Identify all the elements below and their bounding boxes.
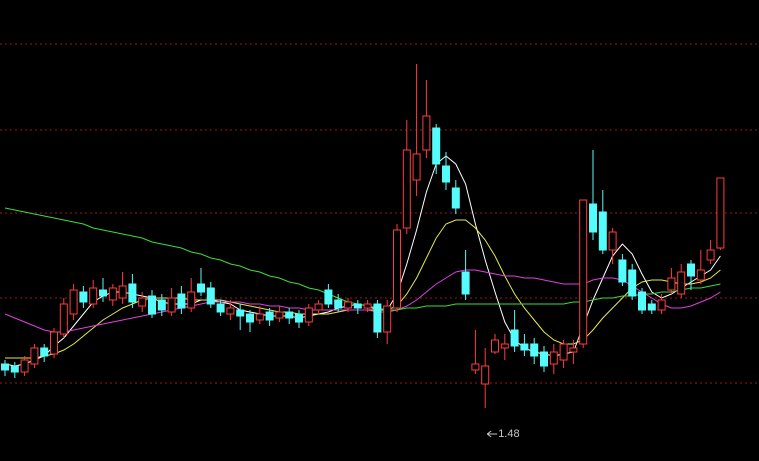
candle-body: [216, 303, 225, 313]
candle-body: [677, 271, 686, 295]
candle-body: [696, 269, 705, 281]
candle-body: [157, 299, 166, 311]
candle-body: [716, 177, 725, 249]
candle-body: [89, 287, 98, 305]
candle-body: [20, 359, 29, 373]
candle-body: [393, 229, 401, 309]
annotation-label: 1.48: [498, 428, 519, 440]
candle-body: [275, 311, 284, 319]
candle-body: [314, 303, 323, 311]
candle-body: [344, 301, 352, 309]
candle-body: [167, 297, 176, 313]
candle-body: [549, 351, 558, 365]
candle-body: [255, 313, 264, 321]
candle-body: [422, 115, 431, 151]
candle-body: [295, 313, 303, 323]
candle-body: [451, 187, 460, 209]
candle-body: [647, 303, 656, 311]
moving-average-line: [4, 269, 721, 333]
candle-body: [471, 363, 480, 371]
candle-body: [706, 249, 715, 261]
candle-body: [520, 343, 529, 351]
candle-body: [187, 291, 196, 309]
candle-body: [373, 303, 382, 333]
candle-body: [10, 365, 19, 373]
candle-body: [69, 289, 78, 315]
candle-body: [383, 305, 392, 333]
candle-body: [687, 263, 695, 277]
candle-body: [206, 287, 215, 305]
candle-body: [510, 329, 519, 347]
candle-body: [226, 307, 235, 315]
candle-body: [304, 307, 313, 323]
candle-body: [285, 311, 294, 319]
candle-body: [40, 347, 49, 357]
candle-body: [442, 165, 450, 183]
candle-body: [246, 313, 254, 323]
candle-body: [236, 309, 245, 317]
candle-body: [59, 303, 68, 335]
candle-body: [579, 199, 588, 345]
candle-body: [540, 351, 548, 367]
candle-body: [432, 127, 441, 165]
candle-body: [491, 339, 499, 353]
candle-body: [99, 289, 107, 297]
candle-body: [128, 283, 137, 303]
candle-body: [79, 291, 88, 303]
candle-body: [608, 231, 617, 251]
candle-body: [481, 365, 490, 385]
candle-body: [353, 303, 362, 309]
candle-body: [638, 291, 646, 311]
candle-body: [265, 311, 274, 321]
candle-body: [618, 259, 627, 283]
candle-body: [30, 347, 39, 365]
moving-average-line: [4, 207, 721, 311]
candle-body: [148, 295, 156, 315]
candle-body: [138, 297, 147, 307]
candle-body: [324, 289, 333, 305]
candle-body: [197, 283, 205, 293]
candle-body: [50, 331, 58, 355]
candle-body: [559, 343, 568, 361]
candle-body: [530, 343, 539, 357]
candle-body: [657, 299, 666, 311]
candle-body: [412, 153, 421, 181]
candle-body: [500, 343, 509, 349]
candle-body: [402, 149, 411, 229]
candle-body: [598, 211, 607, 251]
candle-body: [569, 347, 578, 353]
candle-body: [108, 287, 117, 301]
candle-body: [628, 269, 637, 297]
candle-body: [363, 303, 372, 309]
candle-body: [334, 299, 343, 309]
candle-body: [667, 277, 676, 291]
candle-body: [1, 363, 9, 371]
candle-body: [589, 203, 597, 233]
annotation-arrow: [486, 430, 498, 438]
candle-body: [461, 271, 470, 295]
candle-body: [118, 285, 127, 299]
candle-body: [177, 293, 186, 309]
